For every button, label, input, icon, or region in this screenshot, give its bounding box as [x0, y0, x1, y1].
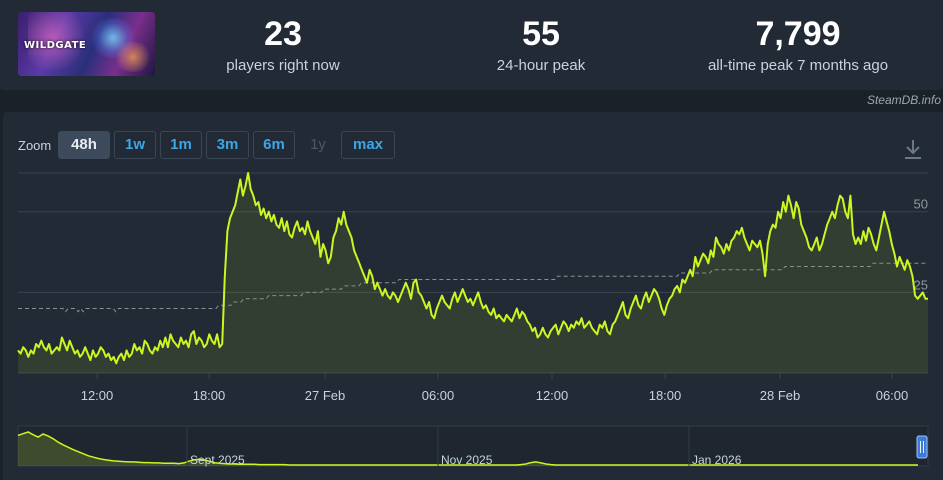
navigator-area [18, 432, 918, 466]
stat-value: 7,799 [755, 15, 841, 53]
zoom-button-6m[interactable]: 6m [253, 131, 295, 159]
zoom-label: Zoom [18, 138, 52, 153]
y-tick-label: 50 [914, 197, 928, 212]
header-art-glow [28, 12, 88, 76]
header-art-glow [113, 42, 153, 72]
x-tick-label: 12:00 [536, 388, 569, 403]
x-tick-label: 28 Feb [760, 388, 800, 403]
stats-panel: WILDGATE 23 players right now 55 24-hour… [0, 0, 943, 90]
x-tick-label: 12:00 [81, 388, 114, 403]
zoom-button-3m[interactable]: 3m [206, 131, 249, 159]
series-line-average [18, 262, 928, 313]
x-tick-label: 18:00 [649, 388, 682, 403]
zoom-button-1w[interactable]: 1w [114, 131, 156, 159]
zoom-button-1y: 1y [299, 131, 337, 159]
navigator-line [17, 431, 918, 466]
stat-value: 55 [522, 15, 560, 53]
stat-value: 23 [264, 15, 302, 53]
stat-label: 24-hour peak [496, 57, 586, 74]
navigator-tick-label: Nov 2025 [441, 453, 493, 467]
x-tick-label: 06:00 [422, 388, 455, 403]
navigator-handle [916, 435, 928, 459]
stat-current-players: 23 players right now [213, 12, 353, 75]
zoom-button-1m[interactable]: 1m [160, 131, 202, 159]
y-tick-label: 25 [914, 277, 928, 292]
download-icon[interactable] [903, 138, 923, 160]
stat-label: all-time peak 7 months ago [707, 57, 889, 74]
navigator-chart[interactable]: Sept 2025 Nov 2025 Jan 2026 [17, 425, 929, 467]
y-axis-ticks: 25 50 [914, 197, 928, 293]
x-axis-ticks: 12:00 18:00 27 Feb 06:00 12:00 18:00 28 Feb 06:… [81, 373, 909, 403]
x-tick-label: 06:00 [876, 388, 909, 403]
game-header-image[interactable]: WILDGATE [18, 12, 155, 76]
x-tick-label: 18:00 [193, 388, 226, 403]
zoom-button-48h[interactable]: 48h [58, 131, 110, 159]
stat-24h-peak: 55 24-hour peak [471, 12, 611, 75]
navigator-tick-label: Sept 2025 [190, 453, 245, 467]
zoom-button-max[interactable]: max [341, 131, 395, 159]
stat-label: players right now [226, 57, 340, 74]
game-logo-text: WILDGATE [24, 40, 87, 51]
navigator-tick-label: Jan 2026 [692, 453, 742, 467]
stat-all-time-peak: 7,799 all-time peak 7 months ago [688, 12, 908, 75]
steamdb-credit[interactable]: SteamDB.info [866, 93, 941, 107]
x-tick-label: 27 Feb [305, 388, 345, 403]
series-line-players [17, 172, 928, 365]
navigator-background [17, 425, 929, 467]
series-area-fill [18, 173, 928, 373]
chart-grid [18, 172, 928, 374]
